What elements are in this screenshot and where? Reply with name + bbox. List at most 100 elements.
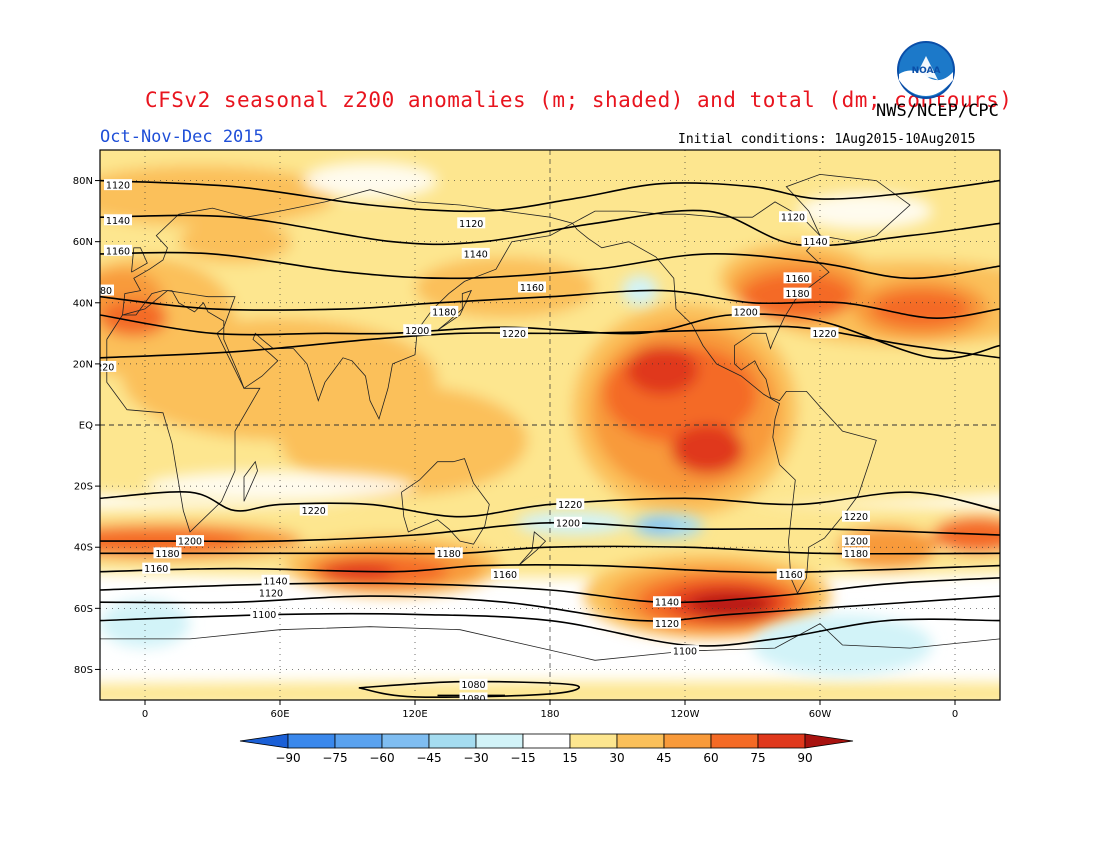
lat-tick-label: 40S	[74, 543, 93, 554]
contour-label-bg	[842, 547, 870, 559]
contour-label-bg	[176, 535, 204, 547]
contour-label-bg	[257, 587, 285, 599]
colorbar: −90 −75 −60 −45 −30 −15 15 30 45 60 75 90	[239, 733, 854, 765]
chart-title: CFSv2 seasonal z200 anomalies (m; shaded…	[145, 88, 1013, 112]
contour-label: 1200	[556, 518, 580, 529]
contour-label: 1160	[520, 283, 544, 294]
lat-tick-label: 40N	[73, 298, 93, 309]
coastline	[437, 289, 473, 331]
coastline	[243, 460, 258, 502]
contour-label-bg	[261, 574, 290, 586]
contour-line	[100, 521, 1000, 543]
coastline	[106, 290, 261, 533]
contour-label: 1100	[252, 610, 276, 621]
colorbar-label: −75	[322, 751, 347, 765]
contour-label: 1120	[781, 213, 805, 224]
colorbar-segment	[381, 733, 430, 749]
contour-label-bg	[457, 217, 486, 229]
contour-label-bg	[801, 235, 830, 247]
contour-line	[100, 325, 1000, 359]
colorbar-segment	[287, 733, 336, 749]
lon-tick-label: 180	[540, 709, 559, 720]
contour-label: 1140	[106, 216, 130, 227]
contour-label: 1180	[155, 549, 179, 560]
lon-tick-label: 0	[142, 709, 148, 720]
contour-label: 1220	[558, 500, 582, 511]
contour-label: 1160	[785, 274, 809, 285]
contour-label-bg	[653, 617, 681, 629]
contour-label-bg	[104, 179, 132, 191]
anomaly-shading	[932, 516, 1000, 554]
contour-label: 1180	[785, 289, 809, 300]
anomaly-map: 1120 1120 1120 1140 1140 1140 1160 1160 1160 1180…	[100, 150, 1000, 705]
colorbar-label: −30	[463, 751, 488, 765]
lat-tick-label: 80S	[74, 665, 93, 676]
contour-label: 1160	[106, 246, 130, 257]
lat-tick-label: 60N	[73, 237, 93, 248]
contour-label-bg	[810, 327, 839, 339]
season-label: Oct-Nov-Dec 2015	[100, 127, 264, 147]
contour-label-bg	[100, 284, 114, 296]
contour-label-bg	[653, 596, 681, 608]
contour-line	[100, 179, 1000, 213]
contour-label-bg	[500, 327, 528, 339]
colorbar-segment	[522, 733, 571, 749]
agency-label: NWS/NCEP/CPC	[876, 101, 999, 121]
contour-line	[100, 313, 1000, 360]
contour-label-bg	[842, 510, 870, 522]
map-axes: 80N 60N 40N 20N EQ 20S 40S 60S 80S 0 60E 120E 180 120…	[73, 149, 1001, 720]
contour-label: 1220	[502, 329, 526, 340]
negative-anomaly-shading	[640, 519, 676, 532]
colorbar-label: 75	[750, 751, 765, 765]
anomaly-shading	[671, 425, 744, 474]
contour-label: 1180	[844, 549, 868, 560]
colorbar-label: −45	[416, 751, 441, 765]
colorbar-arrow-left	[239, 733, 289, 749]
colorbar-label: 30	[609, 751, 624, 765]
contour-label-bg	[153, 547, 182, 559]
colorbar-arrow-right	[804, 733, 854, 749]
colorbar-label: 60	[703, 751, 718, 765]
contour-label-bg	[554, 516, 582, 528]
contour-label-bg	[403, 324, 432, 336]
contour-label: 1140	[464, 249, 488, 260]
contour-line	[100, 545, 1000, 555]
contour-line	[100, 595, 1000, 622]
anomaly-shading	[626, 345, 699, 395]
lat-tick-label: 20S	[74, 482, 93, 493]
colorbar-segment	[569, 733, 618, 749]
contour-label: 1220	[302, 506, 326, 517]
coastline	[100, 623, 1000, 661]
colorbar-segment	[663, 733, 712, 749]
contour-label: 1200	[178, 537, 202, 548]
contour-label: 1180	[432, 307, 456, 318]
anomaly-shading	[178, 220, 292, 264]
lon-tick-label: 120E	[402, 709, 427, 720]
contour-label-bg	[250, 608, 279, 620]
colorbar-segment	[616, 733, 665, 749]
lon-tick-label: 60W	[809, 709, 832, 720]
contour-label-bg	[842, 535, 870, 547]
colorbar-label: −90	[275, 751, 300, 765]
contour-line	[100, 563, 1000, 574]
contour-label: 1120	[655, 619, 679, 630]
contour-label-bg	[459, 678, 488, 690]
contour-label: 1200	[405, 326, 429, 337]
contour-label-bg	[783, 287, 812, 299]
contour-label: 1140	[263, 576, 287, 587]
neutral-shading	[797, 192, 933, 230]
contour-label-bg	[783, 272, 812, 284]
contour-label-bg	[518, 281, 546, 293]
lat-tick-label: EQ	[79, 421, 93, 432]
contour-label: 1080	[461, 694, 485, 705]
contour-line	[100, 209, 1000, 247]
lon-tick-label: 60E	[270, 709, 289, 720]
contour-label: 1140	[655, 598, 679, 609]
lon-tick-label: 0	[952, 709, 958, 720]
colorbar-label: 90	[797, 751, 812, 765]
anomaly-shading	[280, 385, 528, 496]
contour-label-bg	[299, 504, 328, 516]
contour-label: 1200	[844, 537, 868, 548]
coastline	[518, 531, 547, 566]
